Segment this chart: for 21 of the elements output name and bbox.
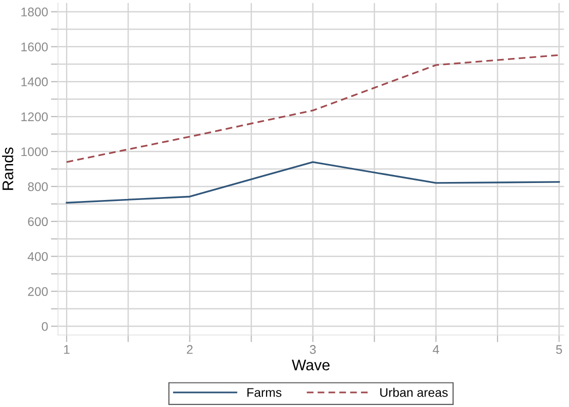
- x-tick-label: 5: [556, 345, 562, 354]
- x-tick-label: 2: [186, 345, 193, 354]
- x-tick-label: 1: [64, 345, 70, 354]
- legend-label: Urban areas: [380, 388, 448, 397]
- y-tick-label: 1800: [21, 8, 48, 16]
- line-series: [66, 161, 560, 204]
- y-tick-label: 0: [42, 322, 48, 331]
- y-tick-label: 400: [28, 252, 48, 262]
- y-tick-label: 1000: [21, 147, 48, 156]
- y-tick-label: 1200: [21, 112, 48, 122]
- y-tick-label: 1400: [21, 77, 48, 86]
- y-tick-label: 1600: [21, 42, 48, 52]
- x-axis-title: Wave: [292, 360, 330, 370]
- y-axis-title: Rands: [2, 147, 14, 190]
- y-tick-label: 200: [28, 287, 48, 296]
- x-tick-label: 4: [432, 345, 440, 354]
- y-tick-label: 600: [28, 217, 48, 226]
- line-series: [66, 54, 560, 163]
- y-tick-label: 800: [28, 182, 48, 192]
- x-tick-label: 3: [310, 345, 316, 354]
- legend-label: Farms: [247, 388, 282, 397]
